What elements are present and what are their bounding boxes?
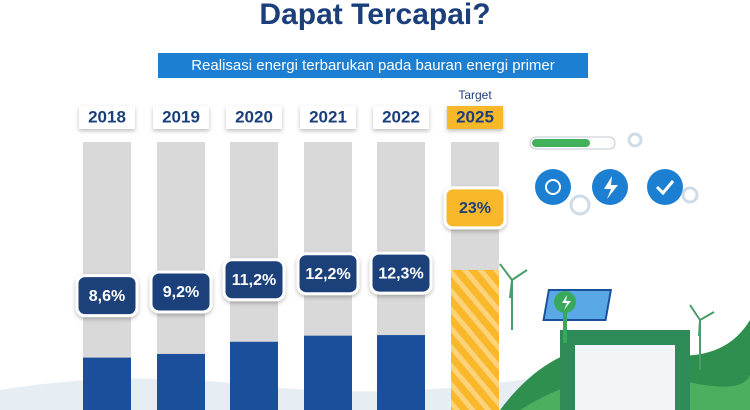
year-box [226,106,282,129]
x-tick-label: 2021 [309,107,347,126]
value-label: 8,6% [89,288,125,305]
value-badge [222,258,286,302]
bar [451,269,499,410]
bar [230,341,278,410]
value-label: 23% [459,200,491,217]
value-label: 12,3% [378,265,423,282]
value-label: 9,2% [163,284,199,301]
bar [157,353,205,410]
subtitle-banner [158,53,588,78]
bar-group: 2018 8,6% 2019 9,2% 2020 11,2% 2021 12,2% 2022 12… [75,88,507,410]
year-box [300,106,356,129]
bar [83,357,131,410]
subtitle: Realisasi energi terbarukan pada bauran … [191,57,555,74]
year-box [79,106,135,129]
value-badge [296,252,360,296]
chart-title: Dapat Tercapai? [259,0,490,31]
annotation: Target [458,88,492,102]
x-tick-label: 2022 [382,107,420,126]
value-label: 12,2% [305,266,350,283]
value-label: 11,2% [232,272,276,289]
x-tick-label: 2019 [162,107,200,126]
year-box [373,106,429,129]
x-tick-label: 2018 [88,107,126,126]
bar [377,335,425,410]
value-badge [149,270,213,314]
value-badge [443,186,507,230]
bar [304,335,352,410]
value-badge [75,274,139,318]
year-box [447,106,503,129]
value-badge [369,251,433,295]
x-tick-label: 2020 [235,107,273,126]
x-tick-label: 2025 [456,107,494,126]
year-box [153,106,209,129]
